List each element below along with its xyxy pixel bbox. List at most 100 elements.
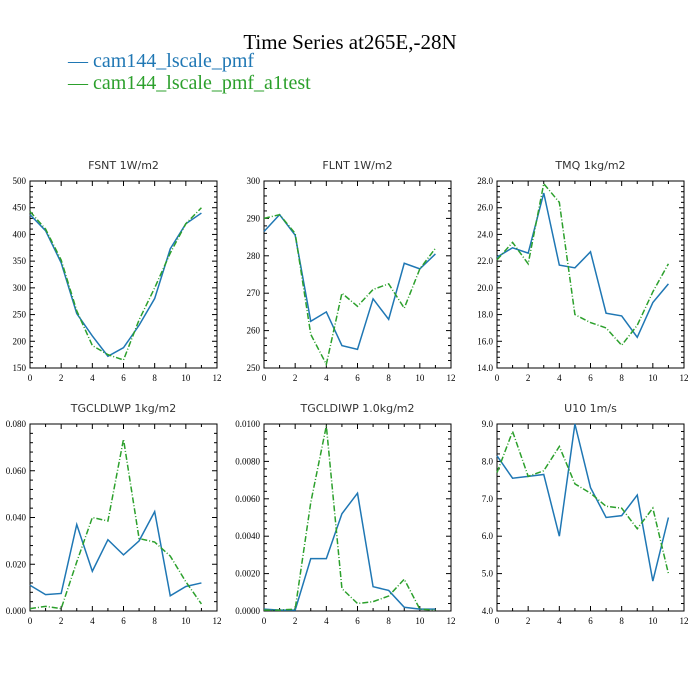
legend-label: cam144_lscale_pmf_a1test — [93, 72, 311, 94]
x-tick-label: 12 — [213, 616, 222, 626]
series-line-2 — [496, 181, 670, 347]
x-tick-label: 2 — [59, 373, 64, 383]
x-tick-label: 10 — [181, 373, 191, 383]
x-tick-label: 0 — [495, 616, 500, 626]
panel-title: U10 1m/s — [564, 402, 617, 415]
legend-entry-series-2: — cam144_lscale_pmf_a1test — [68, 72, 311, 95]
x-tick-label: 0 — [262, 616, 267, 626]
y-tick-label: 7.0 — [482, 494, 494, 504]
y-tick-label: 0.0080 — [235, 456, 260, 466]
y-tick-label: 0.0060 — [235, 494, 260, 504]
y-tick-label: 28.0 — [477, 176, 493, 186]
y-tick-label: 400 — [13, 229, 27, 239]
y-tick-label: 0.0020 — [235, 569, 260, 579]
y-tick-label: 0.0100 — [235, 419, 260, 429]
x-tick-label: 8 — [386, 373, 391, 383]
series-line-2 — [29, 439, 203, 610]
y-tick-label: 260 — [247, 326, 261, 336]
x-tick-label: 6 — [588, 373, 593, 383]
x-tick-label: 0 — [495, 373, 500, 383]
legend-label: cam144_lscale_pmf — [93, 50, 255, 72]
series-line-2 — [29, 207, 202, 361]
y-tick-label: 6.0 — [482, 531, 494, 541]
x-tick-label: 2 — [59, 616, 64, 626]
y-tick-label: 26.0 — [477, 203, 493, 213]
y-tick-label: 5.0 — [482, 569, 494, 579]
series-line-2 — [496, 429, 670, 574]
panel-title: TMQ 1kg/m2 — [554, 159, 625, 172]
x-tick-label: 10 — [648, 373, 658, 383]
y-tick-label: 500 — [13, 176, 27, 186]
x-tick-label: 2 — [526, 616, 531, 626]
x-tick-label: 2 — [526, 373, 531, 383]
x-tick-label: 12 — [680, 373, 689, 383]
panel-title: TGCLDLWP 1kg/m2 — [70, 402, 176, 415]
plot-frame — [263, 423, 452, 612]
x-tick-label: 12 — [213, 373, 222, 383]
panel-title: TGCLDIWP 1.0kg/m2 — [299, 402, 414, 415]
y-tick-label: 18.0 — [477, 310, 493, 320]
x-tick-label: 6 — [121, 373, 126, 383]
x-tick-label: 12 — [680, 616, 689, 626]
x-tick-label: 8 — [619, 616, 624, 626]
y-tick-label: 0.060 — [6, 466, 27, 476]
y-tick-label: 450 — [13, 203, 27, 213]
y-tick-label: 0.080 — [6, 419, 27, 429]
x-tick-label: 8 — [386, 616, 391, 626]
y-tick-label: 290 — [247, 213, 261, 223]
x-tick-label: 8 — [152, 616, 157, 626]
plot-frame — [29, 180, 218, 369]
y-tick-label: 22.0 — [477, 256, 493, 266]
y-tick-label: 250 — [247, 363, 261, 373]
panel-title: FLNT 1W/m2 — [322, 159, 392, 172]
y-tick-label: 24.0 — [477, 229, 493, 239]
series-line-1 — [263, 213, 436, 351]
y-tick-label: 250 — [13, 310, 27, 320]
series-line-1 — [263, 491, 436, 611]
y-tick-label: 4.0 — [482, 606, 494, 616]
x-tick-label: 4 — [324, 373, 329, 383]
y-tick-label: 350 — [13, 256, 27, 266]
figure-title: Time Series at265E,-28N — [243, 30, 457, 54]
x-tick-label: 4 — [557, 373, 562, 383]
x-tick-label: 4 — [90, 373, 95, 383]
x-tick-label: 10 — [648, 616, 658, 626]
x-tick-label: 6 — [355, 616, 360, 626]
y-tick-label: 200 — [13, 336, 27, 346]
x-tick-label: 12 — [447, 616, 456, 626]
y-tick-label: 8.0 — [482, 456, 494, 466]
x-tick-label: 4 — [557, 616, 562, 626]
y-tick-label: 20.0 — [477, 283, 493, 293]
x-tick-label: 4 — [324, 616, 329, 626]
y-tick-label: 16.0 — [477, 336, 493, 346]
y-tick-label: 14.0 — [477, 363, 493, 373]
x-tick-label: 0 — [28, 373, 33, 383]
x-tick-label: 8 — [152, 373, 157, 383]
series-line-2 — [264, 425, 436, 611]
y-tick-label: 300 — [247, 176, 261, 186]
x-tick-label: 6 — [355, 373, 360, 383]
y-tick-label: 0.0040 — [235, 531, 260, 541]
y-tick-label: 150 — [13, 363, 27, 373]
x-tick-label: 2 — [293, 373, 298, 383]
y-tick-label: 280 — [247, 251, 261, 261]
y-tick-label: 0.020 — [6, 559, 27, 569]
x-tick-label: 6 — [121, 616, 126, 626]
x-tick-label: 2 — [293, 616, 298, 626]
legend-line-icon: — — [68, 50, 93, 72]
series-line-1 — [29, 212, 202, 358]
y-tick-label: 0.0000 — [235, 606, 260, 616]
x-tick-label: 0 — [28, 616, 33, 626]
x-tick-label: 10 — [415, 373, 425, 383]
series-line-1 — [496, 423, 670, 582]
legend-entry-series-1: — cam144_lscale_pmf — [68, 50, 254, 73]
y-tick-label: 300 — [13, 283, 27, 293]
plot-frame — [263, 180, 452, 369]
series-line-2 — [263, 213, 437, 367]
x-tick-label: 0 — [262, 373, 267, 383]
plot-frame — [496, 180, 685, 369]
series-line-1 — [29, 509, 202, 598]
x-tick-label: 10 — [181, 616, 191, 626]
x-tick-label: 4 — [90, 616, 95, 626]
